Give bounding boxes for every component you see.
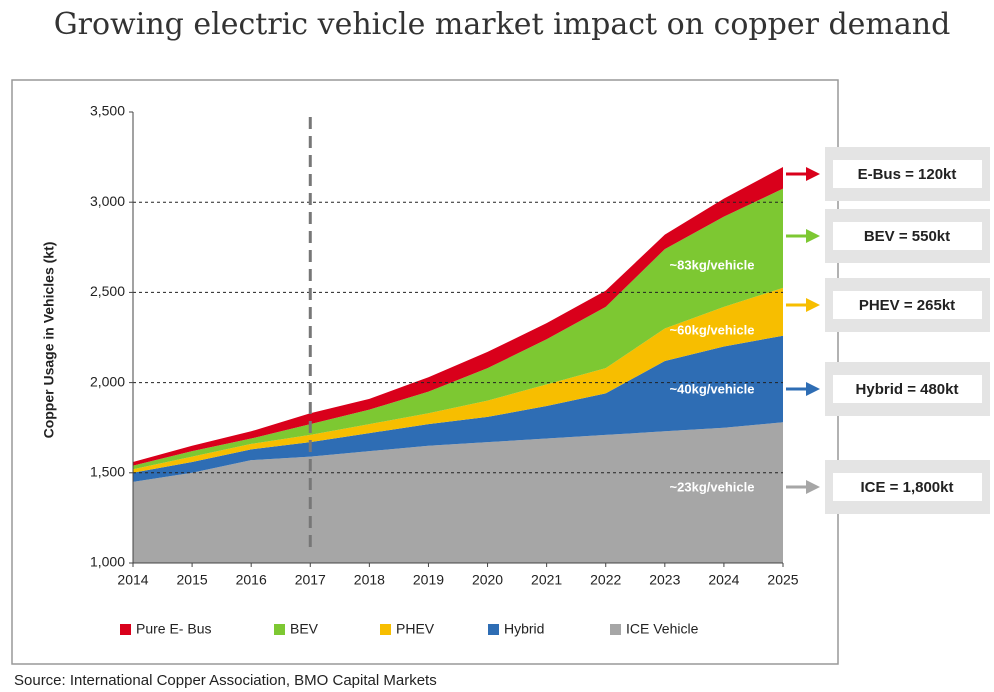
legend-label: Hybrid bbox=[504, 621, 544, 637]
legend-label: ICE Vehicle bbox=[626, 621, 699, 637]
x-tick-label: 2014 bbox=[117, 572, 148, 588]
legend-swatch bbox=[488, 624, 499, 635]
chart-title: Growing electric vehicle market impact o… bbox=[54, 7, 951, 42]
x-tick-label: 2016 bbox=[236, 572, 267, 588]
callout-box bbox=[833, 291, 982, 319]
callout-text: BEV = 550kt bbox=[864, 228, 950, 245]
x-tick-label: 2015 bbox=[177, 572, 208, 588]
y-tick-label: 1,000 bbox=[90, 554, 125, 570]
x-tick-label: 2019 bbox=[413, 572, 444, 588]
annotation: ~23kg/vehicle bbox=[670, 479, 755, 494]
callout-box bbox=[833, 222, 982, 250]
y-axis-label: Copper Usage in Vehicles (kt) bbox=[41, 242, 57, 439]
area bbox=[133, 422, 783, 563]
annotation: ~60kg/vehicle bbox=[670, 322, 755, 337]
legend-swatch bbox=[120, 624, 131, 635]
y-tick-label: 3,500 bbox=[90, 103, 125, 119]
source: Source: International Copper Association… bbox=[14, 672, 437, 689]
callout-text: Hybrid = 480kt bbox=[856, 381, 959, 398]
callout-arrowhead bbox=[806, 298, 820, 312]
x-tick-label: 2022 bbox=[590, 572, 621, 588]
annotation: ~83kg/vehicle bbox=[670, 257, 755, 272]
legend-swatch bbox=[274, 624, 285, 635]
callout-box bbox=[833, 160, 982, 188]
callout-text: PHEV = 265kt bbox=[859, 297, 955, 314]
legend-swatch bbox=[380, 624, 391, 635]
x-tick-label: 2021 bbox=[531, 572, 562, 588]
callout-arrowhead bbox=[806, 229, 820, 243]
x-tick-label: 2018 bbox=[354, 572, 385, 588]
callout-box bbox=[833, 375, 982, 403]
y-tick-label: 1,500 bbox=[90, 464, 125, 480]
area bbox=[133, 188, 783, 470]
x-tick-label: 2024 bbox=[708, 572, 739, 588]
annotation: ~40kg/vehicle bbox=[670, 381, 755, 396]
y-tick-label: 2,500 bbox=[90, 283, 125, 299]
y-tick-label: 3,000 bbox=[90, 193, 125, 209]
callout-text: ICE = 1,800kt bbox=[861, 479, 954, 496]
legend-label: PHEV bbox=[396, 621, 435, 637]
x-tick-label: 2023 bbox=[649, 572, 680, 588]
x-tick-label: 2025 bbox=[767, 572, 798, 588]
callout-arrowhead bbox=[806, 480, 820, 494]
callout-box bbox=[833, 473, 982, 501]
y-tick-label: 2,000 bbox=[90, 373, 125, 389]
x-tick-label: 2017 bbox=[295, 572, 326, 588]
callout-arrowhead bbox=[806, 382, 820, 396]
legend-label: Pure E- Bus bbox=[136, 621, 211, 637]
legend-swatch bbox=[610, 624, 621, 635]
callout-arrowhead bbox=[806, 167, 820, 181]
callout-text: E-Bus = 120kt bbox=[858, 166, 957, 183]
area bbox=[133, 335, 783, 482]
legend-label: BEV bbox=[290, 621, 319, 637]
x-tick-label: 2020 bbox=[472, 572, 503, 588]
